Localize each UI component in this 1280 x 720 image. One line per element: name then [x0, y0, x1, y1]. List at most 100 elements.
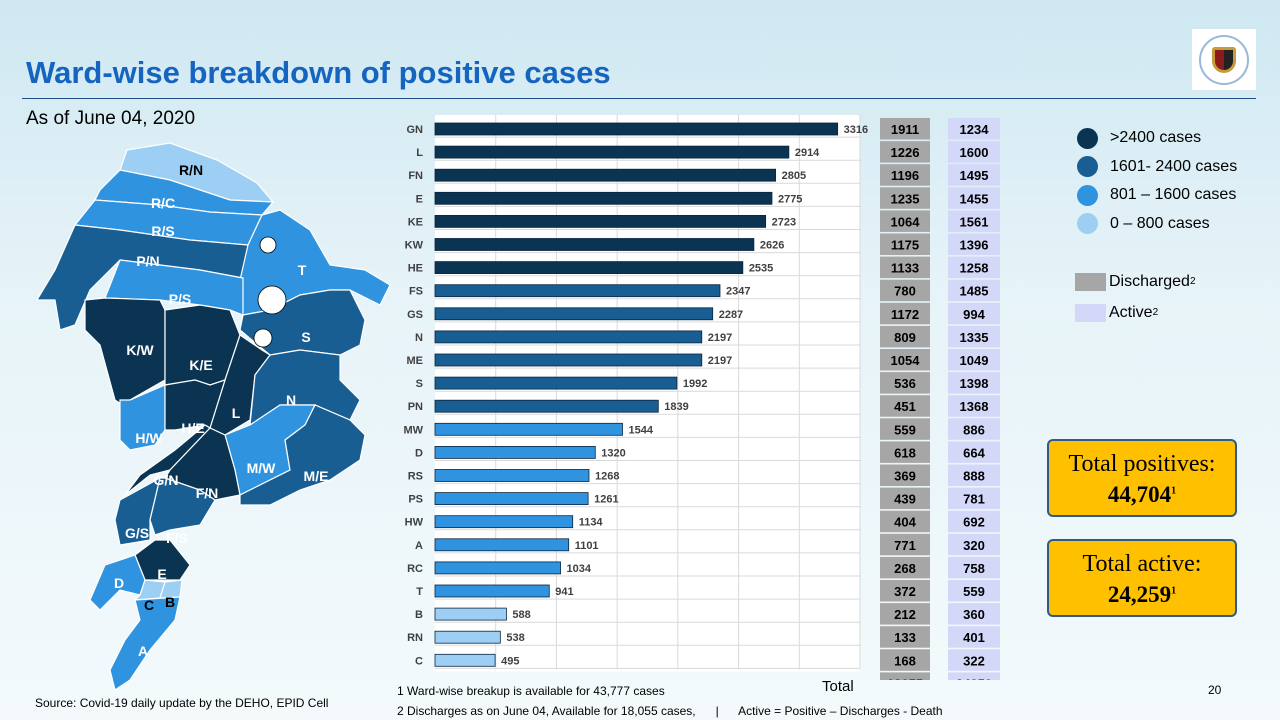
bar-value-label: 2626: [760, 240, 784, 252]
discharged-cell: [880, 187, 930, 209]
discharged-cell: [880, 325, 930, 348]
page-number: 20: [1208, 683, 1222, 697]
page-title: Ward-wise breakdown of positive cases: [26, 55, 611, 90]
active-cell: [948, 626, 1000, 648]
discharged-swatch: [1075, 272, 1106, 291]
category-label: HW: [405, 517, 424, 529]
discharged-value: 439: [894, 492, 916, 507]
active-value: 1455: [960, 191, 989, 206]
category-label: B: [415, 609, 423, 621]
discharged-value: 212: [894, 607, 916, 622]
bar-ME: [434, 353, 703, 367]
discharged-value: 618: [894, 445, 916, 460]
lake-shape: [253, 328, 273, 348]
active-cell: [948, 141, 1000, 163]
ward-pn: [35, 224, 249, 331]
bar-value-label: 2197: [708, 332, 732, 344]
discharged-cell: [880, 164, 930, 186]
active-value: 1600: [960, 145, 989, 160]
active-cell: [948, 580, 1000, 602]
active-value: 886: [963, 422, 985, 437]
legend-label: 0 – 800 cases: [1110, 214, 1210, 232]
active-cell: [948, 649, 1000, 671]
bar-value-label: 3316: [844, 124, 868, 136]
active-cell: [948, 395, 1000, 417]
active-cell: [948, 256, 1000, 279]
ward-label: H/W: [135, 430, 163, 446]
discharged-value: 1196: [891, 168, 919, 183]
category-label: FN: [408, 170, 423, 182]
discharged-cell: [880, 487, 930, 510]
active-cell: [948, 533, 1000, 556]
category-label: RC: [407, 563, 423, 575]
ward-label: P/S: [169, 291, 192, 307]
footnote-1: 1 Ward-wise breakup is available for 43,…: [397, 684, 665, 698]
active-cell: [948, 349, 1000, 371]
bar-value-label: 1261: [594, 494, 618, 506]
ward-label: M/E: [304, 468, 329, 484]
title-divider: [22, 98, 1256, 99]
footnote-mark: 2: [1152, 307, 1159, 318]
active-value: 1485: [960, 284, 989, 299]
ward-label: L: [232, 405, 241, 421]
active-cell: [948, 487, 1000, 510]
bar-value-label: 1034: [567, 563, 592, 575]
bar-value-label: 1544: [628, 424, 653, 436]
discharged-cell: [880, 510, 930, 533]
discharged-cell: [880, 395, 930, 417]
ward-label: T: [298, 262, 307, 278]
category-legend: >2400 cases 1601- 2400 cases 801 – 1600 ca…: [1077, 124, 1237, 238]
discharged-value: 1175: [891, 238, 919, 253]
total-active-value: 24259: [956, 676, 992, 680]
category-label: GN: [407, 124, 424, 136]
footnote-2: 2 Discharges as on June 04, Available fo…: [397, 704, 943, 718]
legend-item: 801 – 1600 cases: [1077, 181, 1237, 210]
discharged-value: 559: [894, 422, 916, 437]
footnote-mark: 2: [1189, 276, 1196, 287]
active-cell: [948, 441, 1000, 463]
active-value: 994: [963, 307, 985, 322]
discharged-value: 1133: [891, 261, 919, 276]
legend-active: Active 2: [1075, 297, 1196, 328]
discharged-cell: [880, 279, 930, 302]
ward-map: R/N R/C R/S P/N T P/S S K/W K/E L N H/W H/E M/W M/E G/N…: [35, 142, 391, 691]
category-label: E: [416, 193, 423, 205]
ward-label: F/S: [166, 530, 188, 546]
bar-MW: [434, 422, 623, 436]
legend-label: 801 – 1600 cases: [1110, 186, 1237, 204]
bar-value-label: 588: [512, 609, 530, 621]
total-positives-label: Total positives:: [1068, 451, 1216, 477]
ward-label: A: [138, 643, 148, 659]
bar-value-label: 2535: [749, 263, 773, 275]
legend-item: >2400 cases: [1077, 124, 1237, 153]
footnote-mark: 1: [1171, 485, 1177, 497]
bar-N: [434, 330, 703, 344]
bar-B: [434, 607, 507, 621]
bar-C: [434, 653, 496, 667]
ward-label: G/N: [154, 472, 179, 488]
bar-value-label: 2197: [708, 355, 732, 367]
legend-dot: [1077, 213, 1098, 235]
discharged-value: 1235: [891, 191, 920, 206]
category-label: S: [416, 378, 423, 390]
discharged-value: 369: [894, 469, 916, 484]
legend-item: 1601- 2400 cases: [1077, 153, 1237, 182]
ward-label: S: [301, 329, 310, 345]
bar-value-label: 1839: [664, 401, 688, 413]
ward-label: G/S: [125, 525, 149, 541]
discharged-cell: [880, 649, 930, 671]
ward-a: [109, 596, 181, 691]
discharged-value: 536: [894, 376, 916, 391]
legend-label: 1601- 2400 cases: [1110, 157, 1238, 175]
discharged-value: 1226: [891, 145, 920, 160]
discharged-cell: [880, 556, 930, 579]
legend-label: >2400 cases: [1110, 129, 1202, 147]
discharged-value: 809: [894, 330, 916, 345]
discharged-cell: [880, 418, 930, 440]
ward-me: [239, 404, 366, 506]
ward-label: H/E: [181, 420, 204, 436]
bar-KE: [434, 215, 767, 228]
active-swatch: [1075, 303, 1106, 322]
bar-value-label: 1101: [575, 540, 599, 552]
active-cell: [948, 210, 1000, 232]
